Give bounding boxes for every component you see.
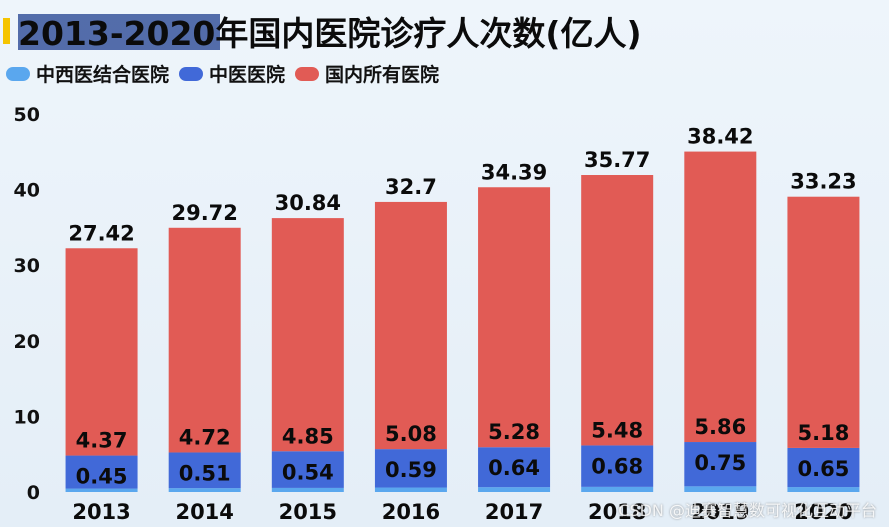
data-label-integrated: 0.59: [385, 458, 437, 482]
legend-swatch-integrated: [6, 66, 30, 81]
bar-integrated: [65, 488, 138, 492]
y-tick-label: 50: [14, 104, 40, 126]
legend-item-all[interactable]: 国内所有医院: [295, 60, 439, 87]
x-tick-label: 2013: [72, 500, 130, 524]
bar-all-hospitals: [787, 196, 860, 448]
y-tick-label: 30: [14, 255, 40, 277]
bar-integrated: [478, 487, 551, 492]
legend-swatch-all: [295, 66, 320, 81]
legend-label-all: 国内所有医院: [325, 64, 440, 86]
y-tick-label: 0: [27, 482, 40, 504]
bar-integrated: [271, 487, 344, 492]
bar-all-hospitals: [168, 227, 241, 453]
x-tick-label: 2014: [175, 500, 233, 524]
bar-tcm: [478, 447, 551, 488]
data-label-tcm: 4.37: [76, 429, 128, 453]
watermark: CSDN @迪赛智慧数可视化互动平台: [618, 501, 877, 520]
y-tick-label: 40: [14, 180, 40, 202]
bar-all-hospitals: [478, 187, 551, 448]
data-label-tcm: 4.72: [179, 425, 231, 449]
x-tick-label: 2020: [794, 500, 852, 524]
data-label-integrated: 0.45: [76, 465, 128, 489]
bar-all-hospitals: [374, 201, 447, 450]
y-tick-label: 20: [14, 331, 40, 353]
x-tick-label: 2018: [588, 500, 646, 524]
bar-tcm: [374, 449, 447, 488]
data-label-integrated: 0.75: [694, 451, 746, 475]
bar-tcm: [581, 445, 654, 487]
data-label-all-hospitals: 35.77: [584, 148, 650, 172]
bar-integrated: [787, 487, 860, 492]
bar-all-hospitals: [684, 151, 757, 443]
data-label-tcm: 4.85: [282, 424, 334, 448]
y-tick-label: 10: [14, 406, 40, 428]
data-label-tcm: 5.48: [591, 418, 643, 442]
x-tick-label: 2019: [691, 500, 749, 524]
data-label-tcm: 5.86: [694, 415, 746, 439]
bar-tcm: [787, 447, 860, 488]
chart-title: 2013-2020年国内医院诊疗人次数(亿人): [18, 14, 642, 53]
bar-tcm: [168, 452, 241, 489]
legend-label-tcm: 中医医院: [209, 64, 286, 86]
x-tick-label: 2017: [485, 500, 543, 524]
data-label-tcm: 5.08: [385, 422, 437, 446]
data-label-integrated: 0.68: [591, 454, 643, 478]
title-accent-bar: [3, 18, 10, 44]
data-label-all-hospitals: 27.42: [68, 221, 134, 245]
bar-tcm: [271, 451, 344, 488]
data-label-all-hospitals: 33.23: [790, 170, 856, 194]
bar-all-hospitals: [65, 248, 138, 456]
data-label-integrated: 0.64: [488, 456, 540, 480]
bar-integrated: [168, 488, 241, 492]
bar-integrated: [581, 486, 654, 492]
data-label-all-hospitals: 38.42: [687, 125, 753, 149]
data-label-integrated: 0.51: [179, 461, 231, 485]
bar-all-hospitals: [581, 175, 654, 446]
bar-tcm: [65, 455, 138, 489]
data-label-all-hospitals: 29.72: [171, 201, 237, 225]
bar-all-hospitals: [271, 218, 344, 452]
data-label-integrated: 0.65: [798, 457, 850, 481]
title-container: 2013-2020年国内医院诊疗人次数(亿人): [18, 10, 642, 53]
x-tick-label: 2016: [382, 500, 440, 524]
data-label-all-hospitals: 30.84: [275, 191, 341, 215]
data-label-tcm: 5.28: [488, 420, 540, 444]
legend-item-tcm[interactable]: 中医医院: [179, 60, 285, 87]
data-label-tcm: 5.18: [798, 421, 850, 445]
legend-label-integrated: 中西医结合医院: [36, 64, 170, 86]
legend: 中西医结合医院 中医医院 国内所有医院: [6, 60, 439, 87]
data-label-integrated: 0.54: [282, 460, 334, 484]
bar-integrated: [374, 487, 447, 492]
bar-integrated: [684, 486, 757, 492]
data-label-all-hospitals: 32.7: [385, 175, 437, 199]
x-tick-label: 2015: [279, 500, 337, 524]
legend-swatch-tcm: [179, 66, 204, 81]
title-highlight: [18, 14, 220, 50]
legend-item-integrated[interactable]: 中西医结合医院: [6, 60, 169, 87]
data-label-all-hospitals: 34.39: [481, 160, 547, 184]
bar-tcm: [684, 442, 757, 487]
